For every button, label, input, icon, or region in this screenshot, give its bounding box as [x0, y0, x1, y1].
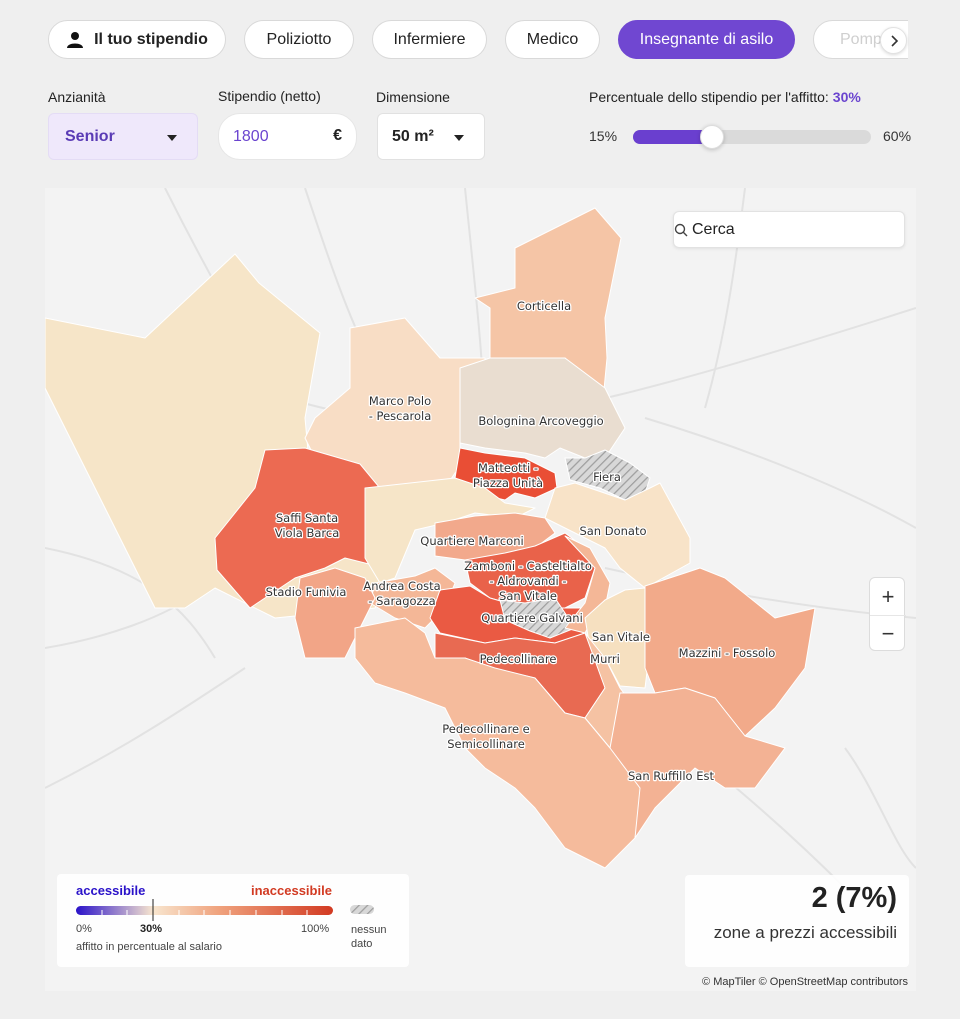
accessible-zones-count: 2 (7%) — [811, 882, 897, 914]
salary-value: 1800 — [233, 127, 269, 145]
legend-no-data: nessun dato — [351, 924, 387, 950]
label-fiera: Fiera — [593, 470, 621, 484]
map-canvas: Corticella Marco Polo - Pescarola Bologni… — [45, 188, 916, 889]
zoom-in-button[interactable]: + — [881, 583, 895, 609]
label-andrea-costa: Andrea Costa - Saragozza — [363, 579, 440, 608]
dimension-value: 50 m² — [392, 127, 434, 145]
legend-accessible: accessibile — [76, 883, 146, 898]
label-line: Semicollinare — [447, 737, 525, 751]
accessible-zones-caption: zone a prezzi accessibili — [713, 923, 897, 942]
tab-label: Pompi — [840, 30, 886, 48]
slider-max-label: 60% — [883, 128, 912, 144]
slider-fill — [633, 130, 712, 144]
legend-tick-mid: 30% — [140, 923, 163, 935]
map[interactable]: Corticella Marco Polo - Pescarola Bologni… — [45, 188, 916, 991]
label-mazzini: Mazzini - Fossolo — [679, 646, 776, 660]
search-icon — [674, 223, 688, 237]
zone-labels: Corticella Marco Polo - Pescarola Bologni… — [264, 298, 776, 785]
tab-label: Il tuo stipendio — [94, 30, 208, 48]
dimension-select[interactable]: 50 m² — [377, 113, 485, 160]
tab-infermiere[interactable]: Infermiere — [372, 20, 487, 59]
seniority-select[interactable]: Senior — [48, 113, 198, 160]
currency-symbol: € — [333, 127, 342, 144]
rent-percentage-value: 30% — [832, 89, 861, 105]
person-icon — [67, 31, 84, 48]
label-saffi: Saffi Santa Viola Barca — [275, 511, 340, 540]
dimension-label: Dimensione — [376, 89, 450, 105]
label-line: Pedecollinare e — [442, 722, 530, 736]
label-line: Andrea Costa — [363, 579, 440, 593]
label-line: Saffi Santa — [276, 511, 338, 525]
label-line: - Pescarola — [369, 409, 432, 423]
rent-percentage-label: Percentuale dello stipendio per l'affitt… — [589, 89, 861, 105]
label-bolognina: Bolognina Arcoveggio — [478, 414, 603, 428]
legend-tick-max: 100% — [301, 923, 330, 935]
label-san-donato: San Donato — [579, 524, 646, 538]
label-line: Piazza Unità — [473, 476, 543, 490]
tab-label: Medico — [526, 30, 579, 48]
salary-label: Stipendio (netto) — [218, 88, 321, 104]
search-placeholder: Cerca — [692, 220, 735, 238]
label-line: Matteotti - — [478, 461, 538, 475]
zone-san-ruffillo-est[interactable] — [609, 687, 786, 839]
tab-label: Insegnante di asilo — [639, 30, 774, 48]
zoom-control: + − — [869, 577, 906, 652]
chevron-right-icon — [890, 34, 898, 47]
slider-thumb[interactable] — [700, 125, 724, 149]
label-zamboni: Zamboni - Casteltialto - Aldrovandi -San … — [464, 559, 592, 603]
slider-min-label: 15% — [589, 128, 618, 144]
zones — [45, 207, 816, 869]
label-line: - Saragozza — [368, 594, 435, 608]
label-line: - Aldrovandi - — [489, 574, 566, 588]
label-pedecollinare: Pedecollinare — [480, 652, 557, 666]
zone-san-donato[interactable] — [544, 482, 691, 589]
map-attribution[interactable]: © MapTiler © OpenStreetMap contributors — [702, 976, 908, 988]
label-line: Viola Barca — [275, 526, 340, 540]
map-legend: accessibile inaccessibile 0% 30% 100% af… — [57, 874, 409, 967]
label-corticella: Corticella — [517, 299, 571, 313]
legend-no-data-swatch — [350, 905, 374, 914]
map-search-input[interactable]: Cerca — [673, 211, 905, 248]
label-line: Zamboni - Casteltialto — [464, 559, 592, 573]
profession-tabs: Il tuo stipendio Poliziotto Infermiere M… — [48, 20, 908, 60]
zoom-out-button[interactable]: − — [870, 615, 906, 652]
rent-percentage-slider[interactable] — [633, 125, 871, 149]
tab-label: Infermiere — [393, 30, 466, 48]
legend-ticks — [101, 910, 308, 915]
tab-your-salary[interactable]: Il tuo stipendio — [48, 20, 226, 59]
label-marco-polo: Marco Polo - Pescarola — [369, 394, 432, 423]
tab-medico[interactable]: Medico — [505, 20, 600, 59]
label-line: San Vitale — [499, 589, 557, 603]
legend-caption: affitto in percentuale al salario — [76, 941, 222, 953]
label-san-vitale: San Vitale — [592, 630, 650, 644]
label-line: Marco Polo — [369, 394, 431, 408]
label-murri: Murri — [590, 652, 620, 666]
label-san-ruffillo: San Ruffillo Est — [628, 769, 715, 783]
legend-scale — [76, 899, 333, 921]
rent-percentage-text: Percentuale dello stipendio per l'affitt… — [589, 89, 829, 105]
chevron-down-icon — [167, 135, 177, 141]
salary-input[interactable]: 1800 € — [218, 113, 357, 160]
chevron-down-icon — [454, 135, 464, 141]
seniority-value: Senior — [65, 127, 115, 145]
accessible-zones-summary: 2 (7%) zone a prezzi accessibili — [685, 875, 909, 967]
tab-label: Poliziotto — [266, 30, 332, 48]
label-stadio-funivia: Stadio Funivia — [266, 585, 347, 599]
label-galvani: Quartiere Galvani — [481, 611, 583, 625]
legend-tick-min: 0% — [76, 923, 92, 935]
tab-poliziotto[interactable]: Poliziotto — [244, 20, 354, 59]
zone-fiera[interactable] — [564, 449, 651, 501]
seniority-label: Anzianità — [48, 89, 106, 105]
zone-saffi[interactable] — [214, 447, 404, 609]
label-marconi: Quartiere Marconi — [420, 534, 523, 548]
tab-insegnante-di-asilo[interactable]: Insegnante di asilo — [618, 20, 795, 59]
label-matteotti: Matteotti -Piazza Unità — [473, 461, 543, 490]
label-pedecollinare-semi: Pedecollinare e Semicollinare — [442, 722, 530, 751]
legend-inaccessible: inaccessibile — [251, 883, 332, 898]
tabs-next-button[interactable] — [880, 27, 907, 54]
